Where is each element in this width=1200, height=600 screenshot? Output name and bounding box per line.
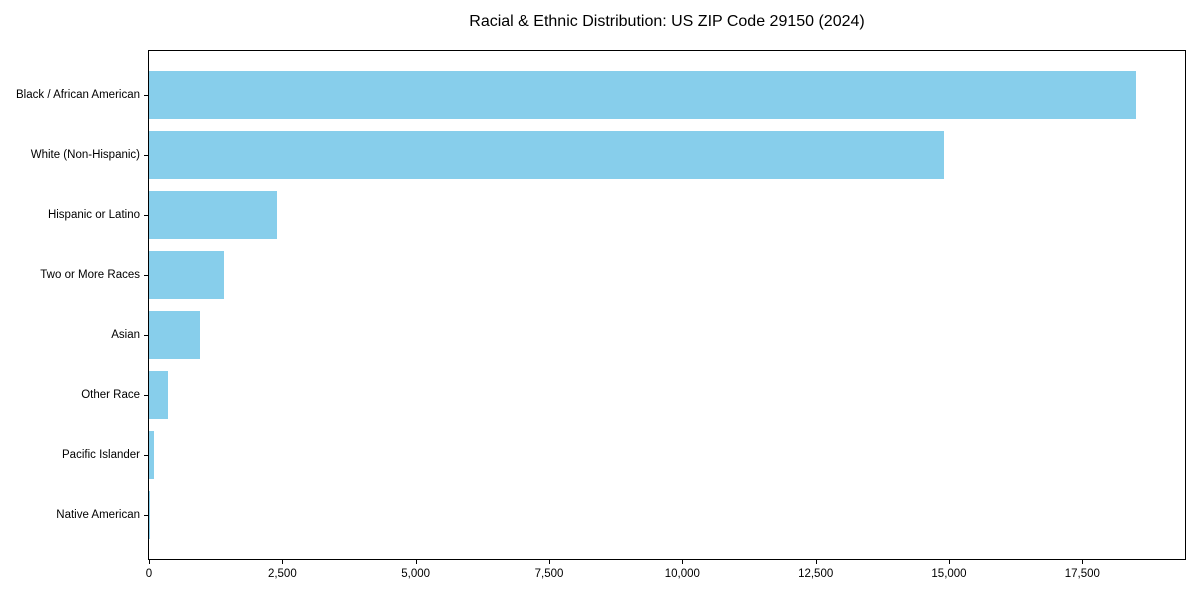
y-category-label: White (Non-Hispanic) (30, 149, 140, 161)
y-tick-mark (144, 335, 148, 336)
y-category-label: Native American (56, 509, 140, 521)
x-tick-label: 17,500 (1064, 568, 1100, 580)
y-tick-mark (144, 95, 148, 96)
y-tick-mark (144, 455, 148, 456)
x-tick-label: 7,500 (534, 568, 564, 580)
x-tick-label: 0 (145, 568, 153, 580)
x-tick-label: 2,500 (267, 568, 297, 580)
x-tick-mark (549, 560, 550, 564)
y-tick-mark (144, 395, 148, 396)
bar (149, 311, 200, 359)
bar (149, 491, 150, 539)
bar (149, 371, 168, 419)
bars-layer (149, 51, 1185, 559)
x-tick-mark (682, 560, 684, 564)
plot-area (148, 50, 1186, 560)
x-tick-mark (815, 560, 817, 564)
y-category-label: Pacific Islander (62, 449, 140, 461)
chart-title: Racial & Ethnic Distribution: US ZIP Cod… (469, 13, 865, 30)
x-tick-mark (949, 560, 950, 564)
x-tick-label: 5,000 (401, 568, 431, 580)
x-tick-label: 12,500 (798, 568, 834, 580)
x-tick-label: 10,000 (664, 568, 700, 580)
y-tick-mark (144, 215, 148, 216)
y-category-label: Hispanic or Latino (47, 209, 140, 221)
y-category-label: Other Race (81, 389, 140, 401)
bar (149, 191, 277, 239)
bar (149, 71, 1136, 119)
bar (149, 431, 155, 479)
y-tick-mark (144, 515, 148, 516)
bar (149, 251, 224, 299)
y-tick-mark (144, 275, 148, 276)
x-tick-mark (149, 560, 150, 564)
y-category-label: Asian (111, 329, 140, 341)
x-tick-mark (282, 560, 284, 564)
y-category-label: Two or More Races (40, 269, 140, 281)
y-tick-mark (144, 155, 148, 156)
y-category-label: Black / African American (16, 89, 140, 101)
x-tick-label: 15,000 (931, 568, 967, 580)
x-tick-mark (415, 560, 417, 564)
x-tick-mark (1082, 560, 1084, 564)
bar (149, 131, 944, 179)
